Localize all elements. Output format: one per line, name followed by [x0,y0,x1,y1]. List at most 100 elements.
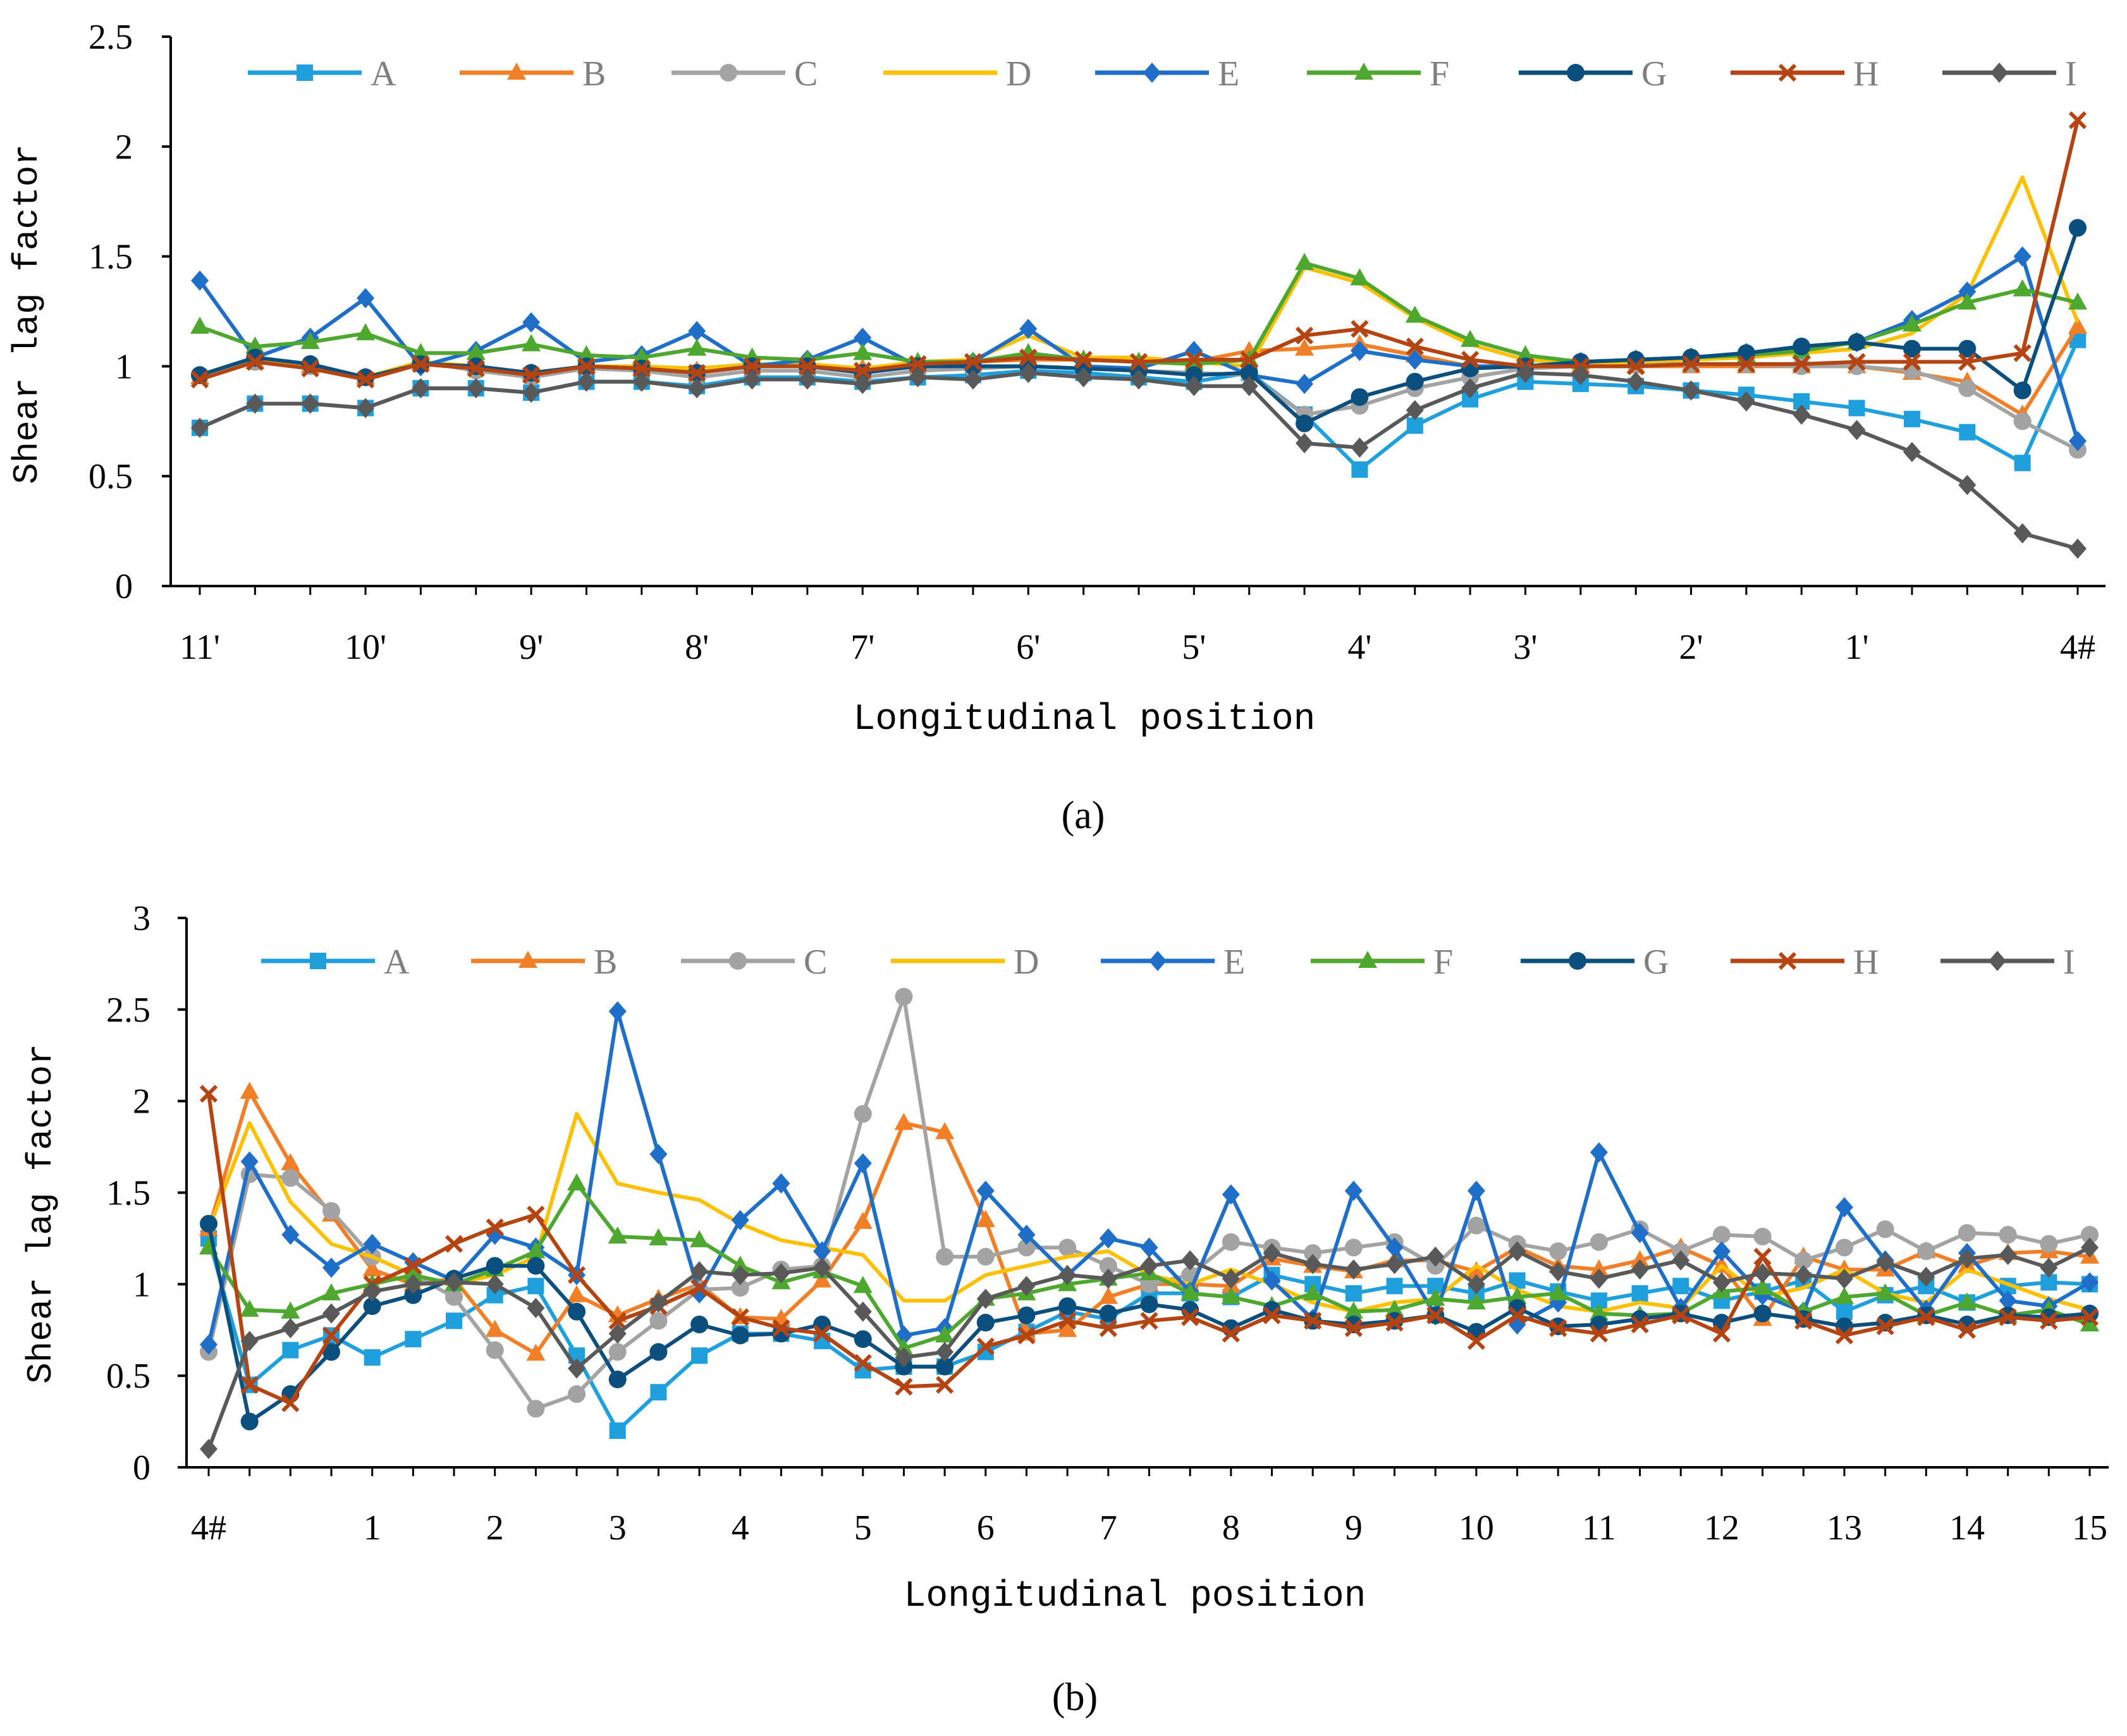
data-point [1385,1254,1404,1274]
data-point [281,1153,300,1171]
data-point [567,1285,587,1302]
data-point [909,355,927,374]
data-point [854,1153,872,1174]
data-point [1058,1297,1077,1316]
data-point [976,1314,995,1332]
data-point [1222,1233,1240,1251]
data-point [909,367,927,388]
data-point [1631,1285,1648,1302]
legend-item-E: E [1095,54,1239,94]
data-point [935,1122,955,1139]
data-point [522,366,541,384]
legend-item-A: A [248,54,396,94]
data-point [632,371,651,392]
data-point [200,1214,218,1233]
data-point [1958,1224,1976,1242]
data-point [1466,1261,1486,1279]
data-point [240,1299,259,1317]
legend-label: I [2065,54,2077,94]
data-point [1794,1264,1813,1285]
data-point [567,1173,587,1191]
data-point [1753,1228,1772,1246]
y-tick-label: 0 [115,567,133,606]
data-point [1631,1223,1649,1244]
data-point [690,1230,709,1247]
data-point [731,1264,749,1285]
data-point [690,1316,709,1334]
legend-marker [1354,63,1373,80]
data-point [1099,1257,1117,1275]
y-tick-label: 2.5 [106,991,150,1030]
data-point [1682,380,1700,401]
data-point [798,357,817,376]
data-point [526,1343,546,1361]
data-point [743,369,761,390]
x-tick-label: 1' [1845,628,1869,667]
data-point [687,338,707,356]
legend-label: G [1643,943,1669,982]
data-point [281,1317,300,1338]
data-point [964,369,982,390]
legend-label: H [1853,54,1879,94]
data-point [1672,1306,1690,1324]
data-point [1351,320,1369,338]
data-point [1181,1308,1199,1326]
data-point [772,1319,790,1337]
legend-marker [1990,63,2008,83]
data-point [690,1279,709,1297]
data-point [1958,281,1977,302]
data-point [1296,374,1314,394]
x-tick-label: 4# [2060,628,2095,667]
data-point [1185,350,1203,369]
data-point [2069,538,2087,559]
data-point [1958,353,1977,371]
data-point [1344,1259,1363,1280]
data-point [1793,338,1811,356]
data-point [1140,1256,1158,1276]
data-point [486,1218,504,1237]
data-point [1712,1241,1731,1262]
x-tick-label: 3 [609,1508,627,1548]
data-point [1180,1283,1200,1300]
data-point [1385,1314,1404,1332]
x-tick-label: 1 [364,1508,381,1548]
data-point [812,1324,831,1343]
data-point [281,1301,300,1319]
data-point [403,1264,423,1282]
data-point [1549,1319,1567,1337]
legend-marker [310,953,326,969]
data-point [895,987,913,1006]
data-point [1351,388,1369,406]
data-point [1753,1304,1772,1323]
data-point [649,1292,668,1313]
data-point [404,1274,422,1295]
data-point [1793,355,1811,374]
data-point [1590,1142,1608,1163]
data-point [895,1347,913,1368]
chart-b-ylabel: Shear lag factor [21,1044,61,1384]
data-point [1737,391,1755,412]
data-point [1467,1180,1485,1201]
data-point [976,1337,995,1355]
data-point [1304,1244,1322,1262]
data-point [1712,1272,1731,1293]
x-tick-label: 9 [1345,1508,1363,1548]
data-point [363,1281,381,1302]
data-point [1548,1283,1568,1300]
legend-item-D: D [891,943,1039,982]
data-point [1835,1238,1853,1257]
legend-marker [720,64,737,82]
data-point [1876,1252,1894,1273]
legend-marker [1143,63,1161,83]
data-point [1549,1261,1567,1282]
data-point [199,1084,218,1103]
data-point [936,1376,954,1394]
data-point [1999,1290,2017,1311]
data-point [2080,1308,2099,1326]
x-tick-label: 8 [1222,1508,1240,1548]
data-point [853,343,873,360]
series-I [200,1237,2099,1460]
data-point [485,1319,505,1337]
data-point [772,1173,790,1194]
